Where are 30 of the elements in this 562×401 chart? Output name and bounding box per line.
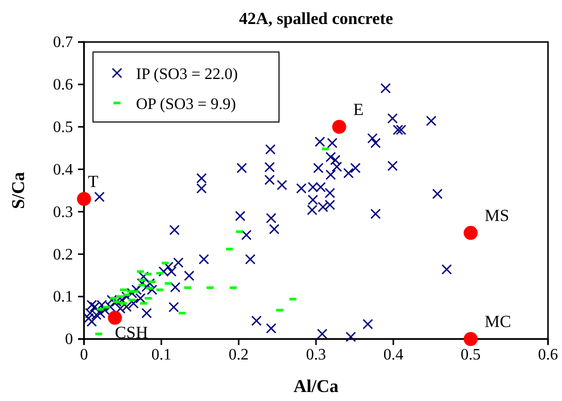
y-tick-label: 0.2 [53, 246, 73, 264]
point [77, 192, 91, 206]
annotation: MS [484, 206, 510, 225]
annotation: E [353, 100, 364, 119]
point [108, 310, 122, 325]
legend-label: IP (SO3 = 22.0) [136, 66, 238, 83]
annotation: T [88, 172, 99, 191]
x-tick-label: 0.4 [383, 346, 404, 364]
chart-title: 42A, spalled concrete [238, 9, 394, 28]
point [464, 226, 478, 240]
x-tick-label: 0.2 [228, 346, 249, 364]
x-axis-title: Al/Ca [294, 376, 338, 396]
y-tick-label: 0 [65, 331, 73, 348]
x-tick-label: 0.3 [306, 346, 326, 364]
annotation: CSH [114, 322, 148, 342]
annotation: MC [484, 312, 512, 331]
y-tick-label: 0.6 [53, 76, 73, 94]
y-tick-label: 0.3 [53, 204, 73, 221]
x-tick-label: 0.1 [151, 346, 172, 364]
point [464, 332, 478, 346]
legend-label: OP (SO3 = 9.9) [136, 96, 236, 113]
point [332, 120, 346, 134]
x-tick-label: 0.5 [460, 346, 481, 364]
x-tick-label: 0 [80, 346, 88, 364]
y-tick-label: 0.7 [53, 34, 73, 52]
y-tick-label: 0.1 [53, 288, 73, 306]
y-tick-label: 0.5 [53, 118, 73, 136]
x-tick-label: 0.6 [538, 346, 558, 364]
y-tick-label: 0.4 [53, 161, 73, 178]
y-axis-title: S/Ca [8, 172, 28, 210]
